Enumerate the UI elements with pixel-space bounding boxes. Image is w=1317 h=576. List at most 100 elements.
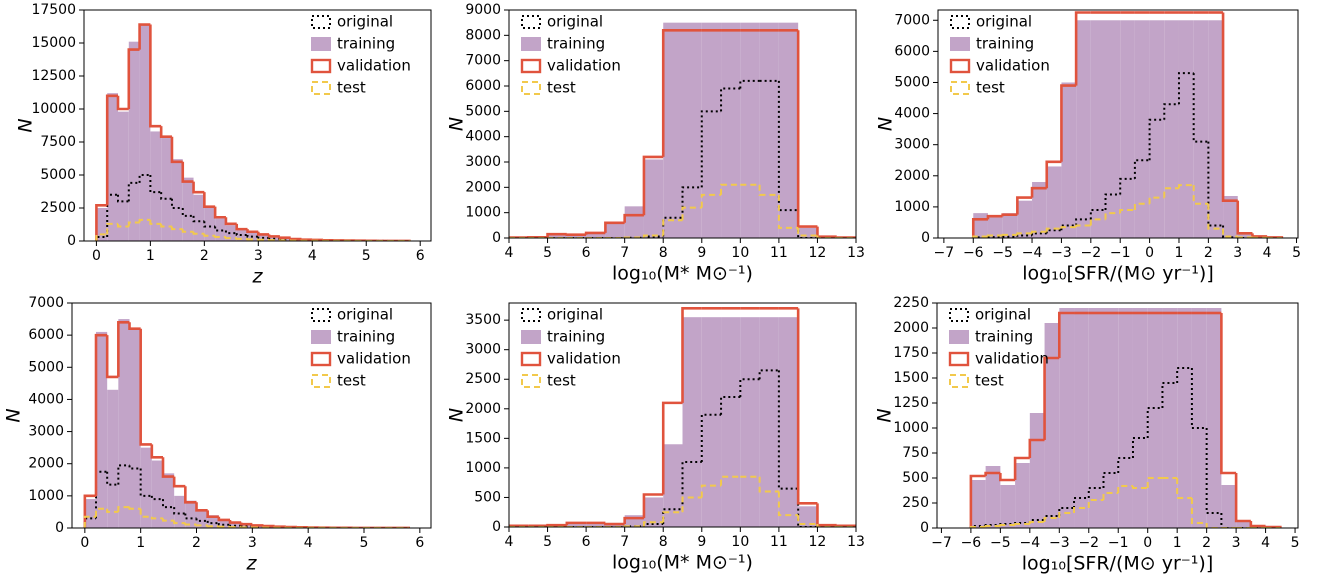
y-tick-label: 0 (492, 519, 501, 535)
bar (663, 22, 683, 238)
legend: original training validation test (520, 13, 621, 97)
legend-label: training (547, 328, 605, 346)
y-tick-label: 2000 (894, 168, 930, 184)
bar (196, 510, 208, 528)
y-tick-label: 7000 (28, 295, 64, 311)
x-tick-label: −5 (990, 535, 1011, 551)
x-axis-label: z (246, 553, 258, 575)
y-tick-label: 1000 (28, 488, 64, 504)
legend: original training validation test (948, 306, 1049, 390)
step (181, 229, 194, 233)
step (1058, 311, 1075, 358)
step (203, 192, 216, 208)
bar (1132, 308, 1148, 528)
step (1058, 512, 1075, 518)
step (777, 370, 799, 490)
bar (1177, 308, 1192, 528)
y-tick-label: 500 (902, 470, 929, 486)
legend-label: training (547, 35, 605, 53)
step (623, 213, 644, 223)
step (203, 221, 216, 228)
step (700, 484, 722, 498)
step (127, 181, 140, 202)
step (700, 413, 722, 462)
y-axis-label: N (3, 408, 25, 422)
step (969, 474, 986, 528)
y-axis-label: N (874, 408, 896, 422)
panel: 4 5 6 7 8 9 10 11 12 13 0 500 1000 1500 2000 2500 3000 35… (446, 302, 865, 574)
bar (182, 177, 194, 241)
y-tick-label: 2000 (893, 320, 929, 336)
step (83, 515, 97, 528)
legend-swatch (311, 15, 331, 29)
step (1102, 492, 1119, 500)
step (170, 198, 183, 209)
step (95, 204, 108, 241)
y-tick-label: 4000 (28, 391, 64, 407)
bar (643, 497, 664, 527)
bar (624, 206, 644, 238)
bar (163, 473, 175, 528)
bar (225, 225, 237, 241)
step (1001, 233, 1018, 236)
x-tick-label: 9 (697, 534, 706, 550)
step (971, 218, 988, 238)
x-tick-label: 6 (582, 245, 591, 261)
x-tick-label: 6 (416, 248, 425, 264)
step (160, 192, 172, 200)
legend: original training validation test (949, 13, 1050, 97)
step (94, 333, 108, 496)
legend-label: validation (976, 57, 1050, 75)
step (1117, 457, 1133, 473)
y-tick-label: 1000 (465, 460, 501, 476)
step (128, 465, 141, 470)
bar (96, 331, 108, 528)
step (1074, 11, 1091, 86)
x-tick-label: 4 (505, 534, 514, 550)
y-tick-label: 10000 (31, 101, 76, 117)
legend-label: test (547, 372, 576, 390)
step (681, 206, 702, 221)
x-tick-label: 9 (697, 245, 706, 261)
step (214, 235, 226, 239)
step (172, 476, 186, 488)
x-tick-label: −3 (1051, 245, 1072, 261)
x-tick-label: 6 (415, 535, 424, 551)
step (268, 237, 280, 240)
bar (1017, 200, 1033, 238)
x-tick-label: 4 (1261, 535, 1270, 551)
y-tick-label: 3000 (465, 154, 501, 170)
legend-label: validation (337, 350, 411, 368)
step (150, 516, 164, 520)
step (267, 234, 280, 238)
bar (96, 208, 108, 241)
step (127, 48, 140, 109)
bar (759, 22, 779, 238)
legend-swatch (950, 37, 970, 51)
step (257, 231, 270, 236)
plot-frame (71, 302, 432, 529)
x-tick-label: 3 (254, 248, 263, 264)
step (184, 486, 197, 504)
legend-swatch (311, 37, 331, 51)
step (1190, 368, 1207, 429)
step (604, 522, 625, 526)
y-tick-label: 0 (492, 230, 501, 246)
x-tick-label: 11 (770, 245, 788, 261)
step (203, 233, 216, 237)
step (1220, 313, 1237, 475)
x-tick-label: 12 (809, 534, 827, 550)
step (106, 222, 118, 235)
legend-label: validation (337, 57, 411, 75)
plot-frame (936, 302, 1299, 529)
bar (1134, 20, 1150, 238)
step (173, 507, 186, 515)
bar (701, 22, 722, 238)
step (235, 237, 248, 240)
step (106, 471, 119, 486)
y-tick-label: 2250 (893, 295, 929, 311)
x-tick-label: 13 (847, 534, 865, 550)
x-tick-label: −3 (1049, 535, 1070, 551)
step (162, 499, 175, 509)
